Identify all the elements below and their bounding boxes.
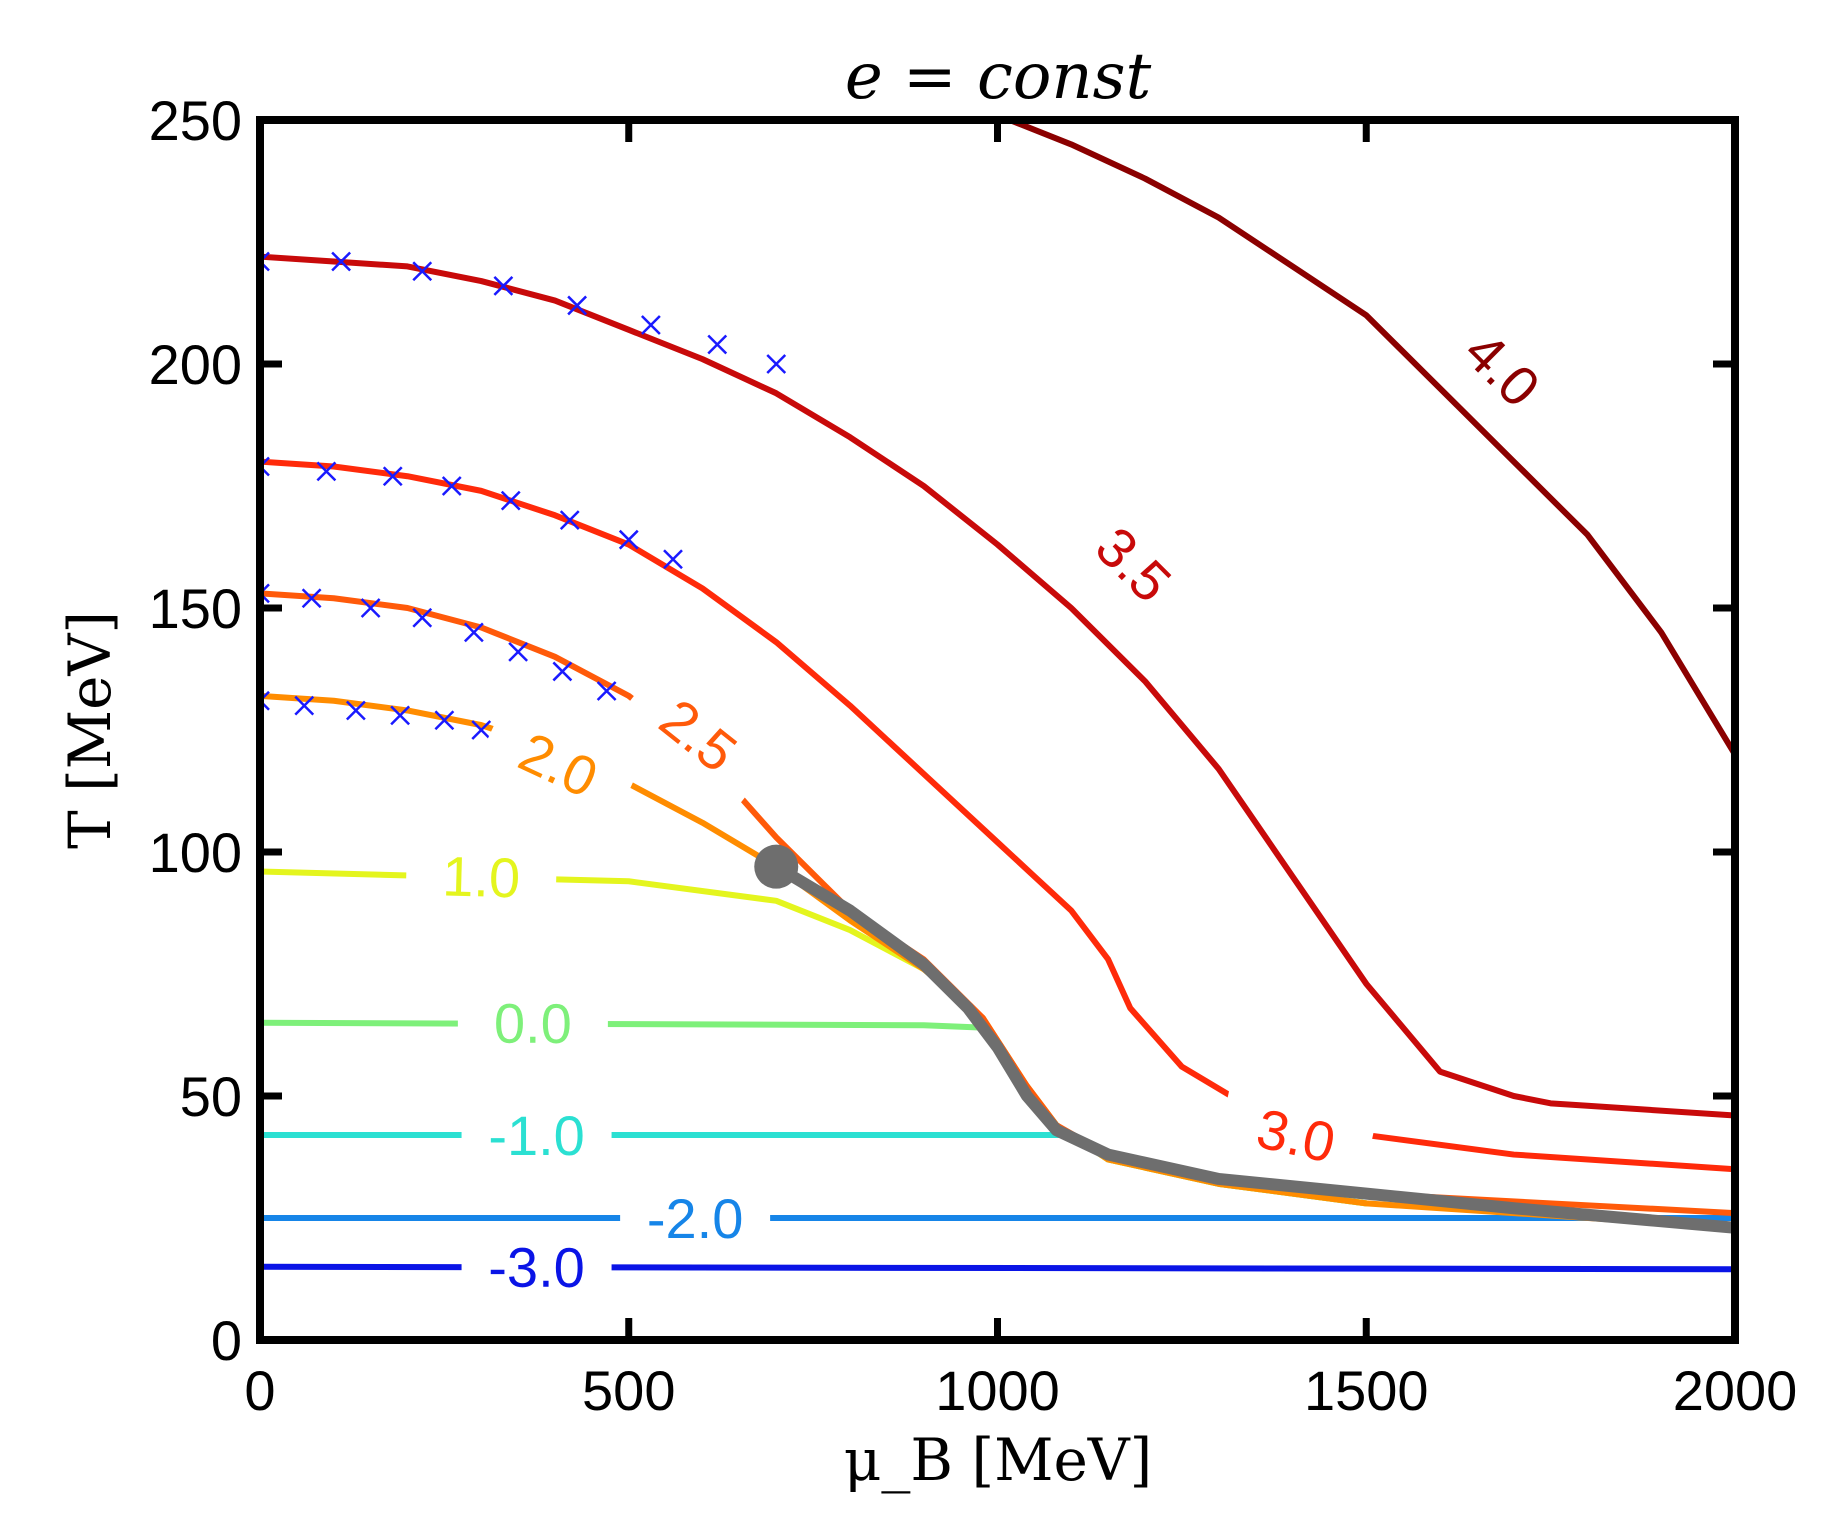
x-marker bbox=[434, 710, 455, 731]
x-marker bbox=[260, 251, 270, 272]
x-marker bbox=[345, 700, 366, 721]
contour-label-group: -3.0 bbox=[461, 1232, 612, 1301]
first-order-transition bbox=[770, 860, 1735, 1234]
x-marker bbox=[559, 510, 580, 531]
plot-area: -3.0-2.0-1.00.01.02.0 2.53.03.54.0 bbox=[260, 120, 1735, 1301]
x-markers-e2.5 bbox=[260, 583, 617, 701]
chart-title: e = const bbox=[845, 40, 1152, 114]
x-marker bbox=[260, 456, 270, 477]
contour-label-group: 0.0 bbox=[457, 988, 608, 1058]
x-marker bbox=[331, 251, 352, 272]
x-marker bbox=[412, 607, 433, 628]
x-marker bbox=[707, 334, 728, 355]
contour-label--3.0: -3.0 bbox=[488, 1236, 585, 1299]
contour-label-1.0: 1.0 bbox=[441, 844, 520, 909]
x-marker bbox=[390, 705, 411, 726]
series-line-4.0 bbox=[1001, 120, 1735, 758]
x-marker bbox=[493, 276, 514, 296]
x-marker bbox=[663, 549, 683, 570]
x-tick-label: 1000 bbox=[935, 1359, 1060, 1422]
x-marker bbox=[552, 661, 573, 682]
x-marker bbox=[412, 261, 433, 282]
contour-label--1.0: -1.0 bbox=[488, 1104, 585, 1167]
x-tick-label: 2000 bbox=[1673, 1359, 1798, 1422]
x-marker bbox=[301, 588, 322, 609]
x-tick-label: 500 bbox=[582, 1359, 675, 1422]
x-marker bbox=[294, 695, 315, 716]
x-marker bbox=[260, 690, 270, 711]
contour-label--2.0: -2.0 bbox=[647, 1187, 744, 1250]
x-marker bbox=[360, 598, 381, 618]
x-marker bbox=[260, 583, 270, 604]
y-tick-label: 250 bbox=[149, 89, 242, 152]
x-axis-ticks: 0 500 1000 1500 2000 bbox=[244, 120, 1797, 1422]
x-marker bbox=[567, 295, 588, 316]
x-markers-e3.5 bbox=[260, 251, 787, 374]
x-marker bbox=[766, 354, 787, 374]
contour-label-group: 3.0 bbox=[1215, 1085, 1377, 1185]
x-tick-label: 1500 bbox=[1304, 1359, 1429, 1422]
y-tick-label: 200 bbox=[149, 333, 242, 396]
series-line-3.0 bbox=[260, 458, 1735, 1173]
y-tick-label: 100 bbox=[149, 821, 242, 884]
critical-point bbox=[754, 844, 799, 889]
x-marker bbox=[463, 622, 484, 643]
y-axis-label: T [MeV] bbox=[56, 611, 124, 849]
contour-label-0.0: 0.0 bbox=[494, 992, 572, 1055]
x-marker bbox=[382, 466, 403, 487]
contour-label-group: 2.5 bbox=[618, 661, 779, 809]
contour-label-group: 1.0 bbox=[405, 840, 558, 913]
contour-label-group: -1.0 bbox=[461, 1101, 612, 1170]
contour-label-group: 4.0 bbox=[1425, 291, 1580, 446]
contour-label-group: 2.0 bbox=[476, 701, 642, 827]
y-axis-ticks: 0 50 100 150 200 250 bbox=[149, 89, 1735, 1372]
x-marker bbox=[441, 476, 462, 496]
contour-labels: -3.0-2.0-1.00.01.02.0 2.53.03.54.0 bbox=[405, 291, 1580, 1301]
x-marker bbox=[640, 315, 661, 335]
plot-frame bbox=[256, 116, 1739, 1344]
contour-label-group: -2.0 bbox=[620, 1184, 771, 1252]
y-tick-label: 150 bbox=[149, 577, 242, 640]
series-line-1.0 bbox=[260, 868, 1370, 1207]
y-tick-label: 0 bbox=[211, 1309, 242, 1372]
x-axis-label: μ_B [MeV] bbox=[844, 1426, 1153, 1494]
x-marker bbox=[596, 681, 617, 701]
x-tick-label: 0 bbox=[244, 1359, 275, 1422]
x-marker bbox=[316, 461, 337, 482]
x-markers-e2.0 bbox=[260, 690, 492, 740]
series-lines bbox=[260, 120, 1735, 1273]
x-marker bbox=[508, 642, 529, 662]
y-tick-label: 50 bbox=[180, 1065, 242, 1128]
x-marker bbox=[500, 490, 521, 511]
x-markers-e3.0 bbox=[260, 456, 683, 570]
x-marker bbox=[618, 529, 639, 550]
x-marker bbox=[471, 720, 492, 740]
